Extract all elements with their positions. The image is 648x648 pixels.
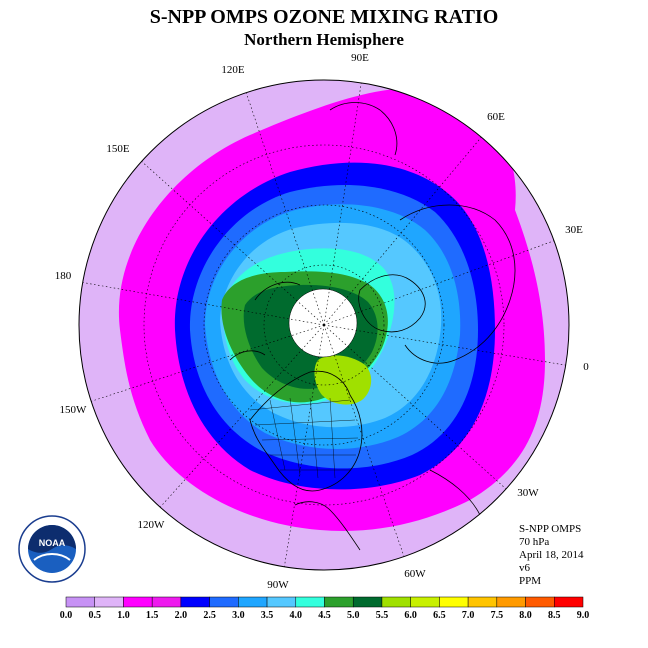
colorbar-tick-label: 0.5 [88,610,101,621]
colorbar-swatch [324,596,354,608]
contour-5-5 [314,355,372,405]
no-data-cap [288,288,358,358]
noaa-logo-text: NOAA [39,538,66,548]
colorbar-swatch [496,596,526,608]
coastlines [229,102,516,551]
colorbar: 0.0 0.5 1.0 1.5 2.0 2.5 3.0 3.5 4.0 4.5 5.0 5.5 6.0 6… [60,596,590,621]
colorbar-swatch [410,596,440,608]
lon-label-120w: 120W [138,519,166,531]
colorbar-tick-label: 8.0 [519,610,532,621]
colorbar-swatch [467,596,498,608]
noaa-logo: NOAA [18,515,86,583]
colorbar-tick-label: 6.5 [433,610,446,621]
colorbar-tick-label: 9.0 [577,610,590,621]
colorbar-swatch [209,596,239,608]
colorbar-swatch [94,596,124,608]
colorbar-tick-label: 1.0 [117,610,130,621]
colorbar-tick-label: 2.5 [203,610,216,621]
colorbar-tick-label: 2.0 [175,610,188,621]
colorbar-tick-label: 5.5 [376,610,389,621]
lon-label-120e: 120E [221,64,245,76]
colorbar-tick-label: 1.5 [146,610,159,621]
lon-label-180: 180 [55,270,72,282]
colorbar-swatch [295,596,325,608]
lon-label-60e: 60E [487,111,505,123]
colorbar-tick-label: 3.0 [232,610,245,621]
map-subtitle: Northern Hemisphere [244,30,404,49]
colorbar-tick-label: 7.5 [491,610,504,621]
info-pressure: 70 hPa [519,536,550,548]
colorbar-tick-label: 8.5 [548,610,561,621]
map-border [78,79,570,571]
colorbar-swatch [525,596,555,608]
country-boundaries [249,397,359,479]
lon-label-60w: 60W [404,568,426,580]
lon-label-90e: 90E [351,52,369,64]
colorbar-swatch [352,596,383,608]
colorbar-tick-label: 4.0 [290,610,303,621]
colorbar-tick-label: 5.0 [347,610,360,621]
info-block: S-NPP OMPS 70 hPa April 18, 2014 v6 PPM [519,523,583,588]
info-instrument: S-NPP OMPS [519,523,582,535]
colorbar-tick-label: 4.5 [318,610,331,621]
colorbar-tick-label: 0.0 [60,610,73,621]
lon-label-30w: 30W [517,487,539,499]
lon-label-90w: 90W [267,579,289,591]
colorbar-swatch [266,596,297,608]
colorbar-swatch [180,596,210,608]
colorbar-tick-label: 6.0 [404,610,417,621]
lon-label-30e: 30E [565,224,583,236]
lon-label-0: 0 [583,361,589,373]
lon-label-150e: 150E [106,143,130,155]
colorbar-swatch [123,596,153,608]
info-version: v6 [519,562,530,574]
colorbar-swatch [65,596,95,608]
ozone-field [79,80,569,570]
colorbar-swatch [238,596,268,608]
colorbar-swatch [381,596,411,608]
lon-label-150w: 150W [60,404,88,416]
info-date: April 18, 2014 [519,549,584,561]
colorbar-tick-label: 3.5 [261,610,274,621]
colorbar-swatch [554,596,584,608]
colorbar-swatch [151,596,182,608]
info-units: PPM [519,575,542,587]
graticule [79,80,569,570]
colorbar-tick-label: 7.0 [462,610,475,621]
colorbar-swatch [439,596,469,608]
map-title: S-NPP OMPS OZONE MIXING RATIO [149,6,499,28]
